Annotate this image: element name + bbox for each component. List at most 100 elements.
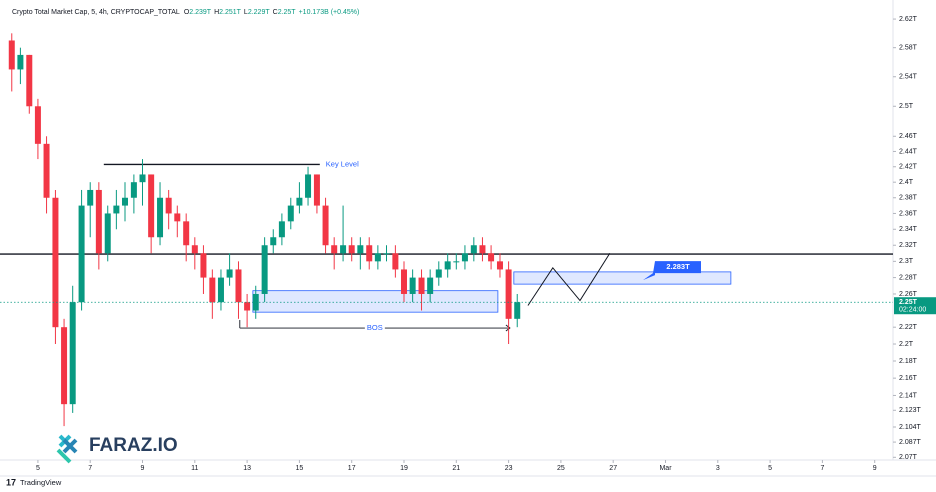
x-tick-label: 25: [557, 465, 565, 472]
candle-body: [514, 302, 521, 319]
y-tick-label: 2.22T: [899, 324, 918, 331]
last-price-label: 2.25T: [899, 299, 918, 306]
ohlc-key: C: [273, 9, 278, 16]
candle-body: [313, 174, 320, 206]
x-tick-label: 21: [452, 465, 460, 472]
y-tick-label: 2.5T: [899, 103, 914, 110]
candle-body: [121, 197, 128, 206]
ohlc-key: L: [244, 9, 248, 16]
watermark-text: FARAZ.IO: [89, 435, 178, 456]
x-tick-label: 9: [141, 465, 145, 472]
y-tick-label: 2.28T: [899, 274, 918, 281]
branding: 17 TradingView: [6, 477, 62, 487]
candle-body: [183, 221, 190, 246]
bos-label: BOS: [367, 323, 383, 332]
watermark: FARAZ.IO: [56, 434, 178, 464]
candle-body: [357, 245, 364, 254]
ohlc-value: 2.229T: [248, 9, 271, 16]
candle-body: [496, 261, 503, 270]
x-tick-label: 23: [505, 465, 513, 472]
last-price-box: [894, 297, 936, 315]
candle-body: [52, 197, 59, 328]
y-tick-label: 2.07T: [899, 454, 918, 461]
bos-arrow: [505, 324, 511, 332]
candle-body: [130, 182, 137, 198]
x-tick-label: 7: [820, 465, 824, 472]
candle-body: [409, 277, 416, 294]
x-tick-label: Mar: [659, 465, 672, 472]
candle-body: [383, 253, 390, 255]
candle-body: [78, 205, 85, 303]
zone: [513, 271, 732, 285]
candle-body: [26, 54, 33, 107]
x-tick-label: 11: [191, 465, 198, 472]
y-tick-label: 2.087T: [899, 439, 922, 446]
candle-body: [87, 189, 94, 206]
candle-body: [165, 197, 172, 214]
candle-body: [235, 269, 242, 303]
y-tick-label: 2.62T: [899, 16, 918, 23]
candle-body: [261, 245, 268, 294]
target-label-box: [643, 261, 701, 281]
y-tick-label: 2.4T: [899, 179, 914, 186]
y-tick-label: 2.44T: [899, 148, 918, 155]
branding-text: TradingView: [20, 478, 62, 487]
x-tick-label: 5: [36, 465, 40, 472]
y-tick-label: 2.2T: [899, 341, 914, 348]
symbol: Crypto Total Market Cap, 5, 4h, CRYPTOCA…: [12, 9, 180, 16]
candle-body: [488, 253, 495, 262]
candle-body: [505, 269, 512, 319]
last-price-countdown: 02:24:00: [899, 307, 926, 314]
y-tick-label: 2.104T: [899, 424, 922, 431]
candle-body: [95, 189, 102, 254]
y-tick-label: 2.46T: [899, 133, 918, 140]
ohlc-value: 2.25T: [278, 9, 297, 16]
zone: [252, 290, 499, 313]
candle-body: [209, 277, 216, 303]
candle-body: [322, 205, 329, 246]
candle-body: [305, 174, 312, 198]
y-tick-label: 2.26T: [899, 291, 918, 298]
y-tick-label: 2.54T: [899, 74, 918, 81]
candle-body: [139, 174, 146, 183]
candle-body: [61, 327, 68, 405]
candle-body: [34, 106, 41, 144]
target-label: 2.283T: [666, 262, 690, 271]
y-tick-label: 2.34T: [899, 226, 918, 233]
y-tick-label: 2.18T: [899, 358, 918, 365]
candle-body: [226, 269, 233, 278]
candle-body: [270, 237, 277, 246]
candle-body: [43, 143, 50, 198]
candle-body: [479, 245, 486, 254]
y-tick-label: 2.3T: [899, 258, 914, 265]
candle-body: [217, 277, 224, 303]
x-tick-label: 9: [873, 465, 877, 472]
candle-body: [148, 174, 155, 238]
x-tick-label: 19: [400, 465, 408, 472]
y-tick-label: 2.42T: [899, 164, 918, 171]
candle-body: [69, 302, 76, 405]
candle-body: [287, 205, 294, 222]
projection: [527, 253, 611, 306]
y-tick-label: 2.58T: [899, 45, 918, 52]
candle-body: [244, 302, 251, 311]
y-tick-label: 2.16T: [899, 375, 918, 382]
candle-body: [113, 205, 120, 214]
candle-body: [392, 253, 399, 270]
y-tick-label: 2.32T: [899, 242, 918, 249]
candle-body: [278, 221, 285, 238]
watermark-logo: [56, 434, 78, 464]
candle-body: [331, 245, 338, 254]
x-tick-label: 7: [88, 465, 92, 472]
x-tick-label: 17: [348, 465, 356, 472]
candle-body: [470, 245, 477, 254]
x-tick-label: 3: [716, 465, 720, 472]
candle-body: [418, 277, 425, 294]
change: +10.173B (+0.45%): [299, 9, 360, 16]
candle-body: [174, 213, 181, 222]
ohlc-key: H: [214, 9, 219, 16]
y-tick-label: 2.38T: [899, 195, 918, 202]
ohlc-value: 2.239T: [189, 9, 212, 16]
candle-body: [348, 245, 355, 254]
